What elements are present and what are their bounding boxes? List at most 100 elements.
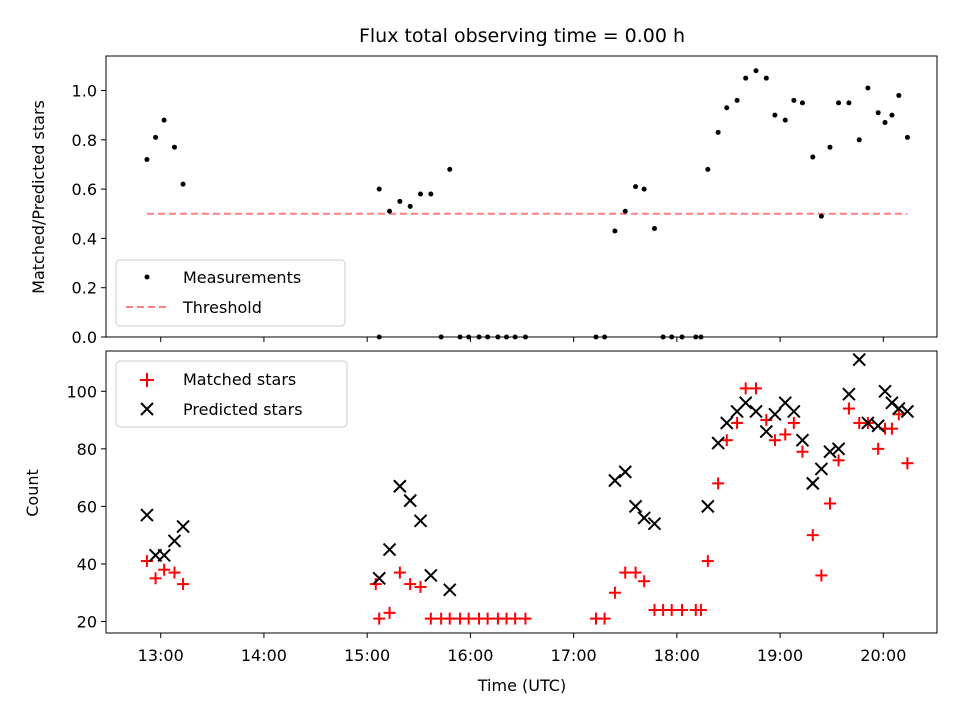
count-legend: Matched stars Predicted stars: [115, 360, 348, 428]
matched-star-point: [720, 434, 733, 447]
ratio-y-tick-label: 0.2: [72, 279, 97, 298]
x-tick-label: 17:00: [551, 646, 597, 665]
matched-star-point: [701, 555, 714, 568]
matched-star-point: [629, 566, 642, 579]
legend-predicted-marker: [140, 402, 154, 416]
matched-star-point: [665, 603, 678, 616]
matched-star-point: [779, 428, 792, 441]
chart-title: Flux total observing time = 0.00 h: [359, 25, 685, 47]
legend-measurements-marker: [144, 274, 150, 280]
measurement-point: [724, 105, 730, 111]
predicted-star-stroke-b: [140, 508, 154, 522]
matched-star-point: [892, 408, 905, 421]
predicted-star-stroke-b: [831, 442, 846, 456]
ratio-y-axis-label: Matched/Predicted stars: [29, 100, 48, 294]
matched-star-point: [509, 612, 522, 625]
legend-matched-marker: [140, 373, 154, 387]
predicted-star-point: [443, 583, 457, 597]
x-axis-label: Time (UTC): [477, 676, 566, 695]
predicted-star-stroke-b: [618, 465, 632, 479]
matched-star-point: [414, 580, 427, 593]
matched-star-point: [901, 457, 914, 470]
predicted-star-point: [738, 396, 753, 410]
measurement-point: [376, 186, 382, 192]
measurement-point: [641, 186, 647, 192]
predicted-star-point: [892, 401, 906, 416]
measurement-point: [651, 226, 657, 232]
predicted-star-stroke-b: [795, 433, 810, 447]
measurement-point: [705, 166, 711, 172]
count-x-ticks: 13:00 14:00 15:00 16:00 17:00 18:00 19:00 20:00: [138, 633, 906, 665]
measurement-point: [799, 100, 805, 106]
measurement-point: [171, 144, 177, 150]
predicted-star-point: [871, 419, 885, 433]
predicted-star-stroke-b: [424, 568, 438, 583]
predicted-star-point: [814, 462, 829, 476]
legend-threshold-label: Threshold: [182, 298, 262, 317]
x-tick-label: 14:00: [241, 646, 287, 665]
predicted-star-point: [759, 424, 774, 439]
count-y-tick-label: 20: [77, 612, 97, 631]
measurement-point: [428, 191, 434, 197]
predicted-star-point: [852, 352, 866, 367]
measurement-point: [875, 110, 881, 116]
predicted-star-stroke-b: [900, 404, 915, 419]
matched-star-point: [149, 572, 162, 585]
matched-star-point: [619, 566, 632, 579]
predicted-star-point: [720, 416, 734, 430]
predicted-star-stroke-b: [393, 479, 407, 493]
measurement-point: [889, 112, 895, 118]
predicted-star-point: [861, 416, 875, 430]
measurement-point: [161, 117, 167, 123]
predicted-star-point: [768, 407, 782, 422]
matched-star-point: [383, 606, 396, 619]
predicted-star-point: [157, 548, 171, 563]
matched-star-point: [462, 612, 475, 625]
predicted-star-stroke-b: [413, 514, 428, 528]
predicted-star-point: [382, 542, 397, 557]
ratio-panel: Flux total observing time = 0.00 h 0.0 0.…: [29, 25, 938, 347]
measurement-point: [397, 198, 403, 204]
predicted-star-point: [711, 436, 725, 450]
ratio-y-tick-label: 0.0: [72, 328, 97, 347]
predicted-star-stroke-b: [768, 407, 782, 422]
matched-star-point: [519, 612, 532, 625]
measurement-point: [865, 85, 871, 91]
matched-star-point: [424, 612, 437, 625]
measurement-point: [144, 157, 150, 163]
matched-star-point: [712, 477, 725, 490]
predicted-star-stroke-b: [778, 396, 792, 410]
ratio-legend: Measurements Threshold: [115, 259, 346, 327]
predicted-star-point: [831, 442, 846, 456]
predicted-star-point: [878, 384, 892, 398]
predicted-star-point: [787, 404, 801, 419]
measurement-point: [407, 203, 413, 209]
matched-star-point: [177, 578, 190, 591]
measurement-point: [633, 184, 639, 190]
matched-star-point: [404, 578, 417, 591]
measurement-point: [622, 208, 628, 214]
predicted-star-point: [140, 508, 154, 522]
ratio-y-tick-label: 1.0: [72, 82, 97, 101]
matched-star-point: [168, 566, 181, 579]
predicted-star-stroke-b: [637, 511, 651, 525]
matched-star-point: [598, 612, 611, 625]
matched-star-point: [750, 382, 763, 395]
measurement-point: [180, 181, 186, 187]
predicted-star-stroke-b: [814, 462, 829, 476]
count-panel: 13:00 14:00 15:00 16:00 17:00 18:00 19:00 20:00…: [23, 350, 938, 695]
measurement-point: [715, 129, 721, 135]
matched-star-point: [823, 497, 836, 510]
count-points: [140, 352, 915, 625]
predicted-star-stroke-b: [852, 352, 866, 367]
measurement-point: [836, 100, 842, 106]
count-legend-box: [115, 360, 348, 428]
legend-matched-label: Matched stars: [183, 370, 296, 389]
matched-star-point: [638, 575, 651, 588]
legend-predicted-label: Predicted stars: [183, 400, 303, 419]
predicted-star-stroke-b: [608, 473, 622, 488]
predicted-star-point: [701, 499, 715, 514]
measurement-point: [856, 137, 862, 143]
matched-star-point: [832, 454, 845, 467]
